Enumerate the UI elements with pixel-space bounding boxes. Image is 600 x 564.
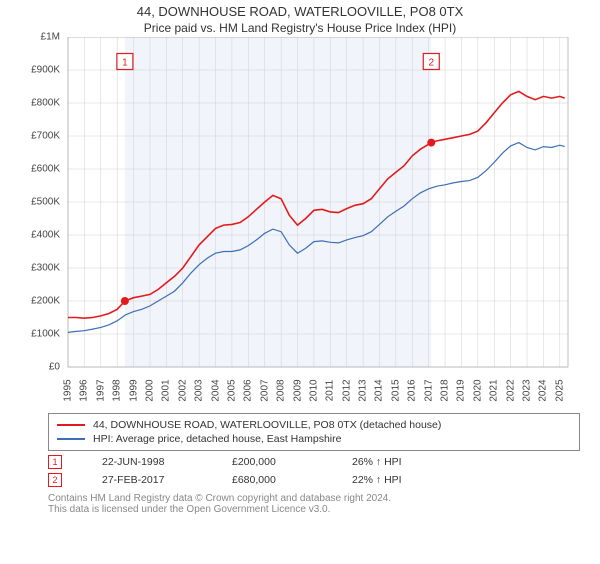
y-tick-label: £500K	[20, 197, 60, 208]
x-tick-label: 1996	[79, 379, 90, 401]
legend-label: HPI: Average price, detached house, East…	[93, 433, 341, 445]
x-tick-label: 2017	[423, 379, 434, 401]
footer-line1: Contains HM Land Registry data © Crown c…	[48, 493, 580, 504]
x-tick-label: 2010	[308, 379, 319, 401]
x-tick-label: 2023	[522, 379, 533, 401]
event-marker-label: 1	[122, 58, 128, 69]
legend-label: 44, DOWNHOUSE ROAD, WATERLOOVILLE, PO8 0…	[93, 419, 441, 431]
event-row: 2 27-FEB-2017 £680,000 22% ↑ HPI	[48, 473, 580, 487]
x-tick-label: 2009	[292, 379, 303, 401]
chart-svg: 12	[20, 37, 580, 407]
x-tick-label: 1998	[112, 379, 123, 401]
x-tick-label: 2006	[243, 379, 254, 401]
y-tick-label: £900K	[20, 65, 60, 76]
x-tick-label: 2011	[325, 380, 336, 402]
plot-area: 12 £0£100K£200K£300K£400K£500K£600K£700K…	[20, 37, 580, 407]
event-hpi: 22% ↑ HPI	[352, 474, 402, 486]
legend-item: 44, DOWNHOUSE ROAD, WATERLOOVILLE, PO8 0…	[57, 418, 571, 432]
x-tick-label: 2005	[226, 379, 237, 401]
y-tick-label: £300K	[20, 263, 60, 274]
y-tick-label: £700K	[20, 131, 60, 142]
chart-container: 44, DOWNHOUSE ROAD, WATERLOOVILLE, PO8 0…	[0, 4, 600, 564]
event-marker-label: 2	[428, 58, 434, 69]
x-tick-label: 2002	[177, 379, 188, 401]
x-tick-label: 1999	[128, 379, 139, 401]
chart-subtitle: Price paid vs. HM Land Registry's House …	[0, 21, 600, 35]
x-tick-label: 2014	[374, 379, 385, 401]
x-tick-label: 2004	[210, 379, 221, 401]
x-tick-label: 2018	[440, 379, 451, 401]
x-tick-label: 2024	[538, 379, 549, 401]
legend-swatch	[57, 424, 85, 426]
x-tick-label: 2001	[161, 379, 172, 401]
event-row: 1 22-JUN-1998 £200,000 26% ↑ HPI	[48, 455, 580, 469]
footer: Contains HM Land Registry data © Crown c…	[48, 493, 580, 515]
y-tick-label: £100K	[20, 329, 60, 340]
y-tick-label: £0	[20, 362, 60, 373]
x-tick-label: 1995	[63, 379, 74, 401]
x-tick-label: 2013	[358, 379, 369, 401]
x-tick-label: 2020	[472, 379, 483, 401]
x-tick-label: 2019	[456, 379, 467, 401]
event-number-icon: 1	[48, 455, 62, 469]
x-tick-label: 2000	[144, 379, 155, 401]
event-number-icon: 2	[48, 473, 62, 487]
footer-line2: This data is licensed under the Open Gov…	[48, 504, 580, 515]
event-price: £680,000	[232, 474, 312, 486]
legend: 44, DOWNHOUSE ROAD, WATERLOOVILLE, PO8 0…	[48, 413, 580, 451]
x-tick-label: 1997	[95, 379, 106, 401]
x-tick-label: 2016	[407, 379, 418, 401]
y-tick-label: £400K	[20, 230, 60, 241]
y-tick-label: £800K	[20, 98, 60, 109]
event-date: 27-FEB-2017	[102, 474, 192, 486]
x-tick-label: 2022	[505, 379, 516, 401]
x-tick-label: 2007	[259, 379, 270, 401]
x-tick-label: 2015	[390, 379, 401, 401]
legend-swatch	[57, 438, 85, 440]
event-dot	[427, 139, 435, 147]
legend-item: HPI: Average price, detached house, East…	[57, 432, 571, 446]
event-date: 22-JUN-1998	[102, 456, 192, 468]
x-tick-label: 2012	[341, 379, 352, 401]
chart-title: 44, DOWNHOUSE ROAD, WATERLOOVILLE, PO8 0…	[0, 4, 600, 19]
x-tick-label: 2008	[276, 379, 287, 401]
y-tick-label: £1M	[20, 32, 60, 43]
x-tick-label: 2021	[489, 379, 500, 401]
event-dot	[121, 297, 129, 305]
x-tick-label: 2003	[194, 379, 205, 401]
y-tick-label: £600K	[20, 164, 60, 175]
x-tick-label: 2025	[554, 379, 565, 401]
events-list: 1 22-JUN-1998 £200,000 26% ↑ HPI 2 27-FEB-201…	[0, 455, 600, 487]
event-hpi: 26% ↑ HPI	[352, 456, 402, 468]
y-tick-label: £200K	[20, 296, 60, 307]
event-price: £200,000	[232, 456, 312, 468]
